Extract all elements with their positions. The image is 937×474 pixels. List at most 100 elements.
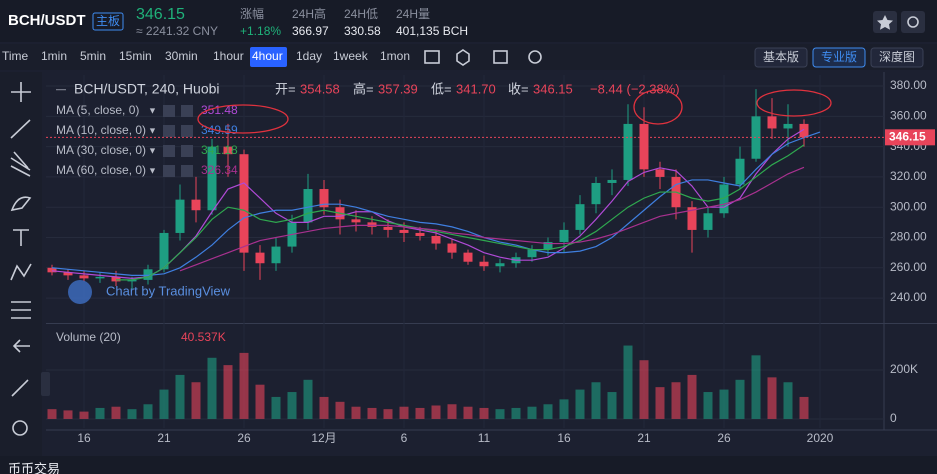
ma-line (116, 144, 805, 281)
interval-button[interactable]: 1mon (380, 49, 410, 63)
volume-bar (367, 407, 377, 419)
candle-body (639, 123, 649, 170)
volume-bar (543, 404, 553, 419)
interval-button[interactable]: 1week (333, 49, 369, 63)
ma-value: 349.59 (201, 123, 238, 137)
ma-settings[interactable] (163, 125, 175, 137)
interval-button[interactable]: 1hour (213, 49, 244, 63)
x-tick-label: 16 (557, 431, 571, 445)
footer-title: 币币交易 (8, 461, 60, 474)
brush-tool[interactable] (10, 196, 32, 212)
interval-button[interactable]: 1day (296, 49, 322, 63)
volume-bar (783, 382, 793, 419)
x-tick-label: 6 (401, 431, 408, 445)
settings-button[interactable] (901, 11, 925, 33)
volume-bar (143, 404, 153, 419)
interval-button[interactable]: 4hour (252, 49, 283, 63)
version-label: 基本版 (763, 50, 799, 64)
ma-legend: MA (10, close, 0) (56, 123, 146, 137)
ma-remove[interactable] (181, 125, 193, 137)
trend-line-tool[interactable] (10, 119, 31, 139)
volume-bar (511, 407, 521, 419)
ma-remove[interactable] (181, 165, 193, 177)
volume-bar (255, 384, 265, 419)
settings-hex-icon[interactable] (456, 49, 470, 66)
pattern-tool[interactable] (10, 263, 32, 281)
candle-body (399, 229, 409, 233)
candle-body (623, 123, 633, 180)
candle-body (127, 279, 137, 282)
volume-bar (207, 357, 217, 419)
volume-bar (271, 396, 281, 419)
interval-button[interactable]: 15min (119, 49, 152, 63)
ma-remove[interactable] (181, 145, 193, 157)
ma-settings[interactable] (163, 145, 175, 157)
ma-settings[interactable] (163, 165, 175, 177)
fullscreen-icon[interactable] (493, 50, 508, 64)
ohlc-value: 341.70 (456, 81, 496, 96)
ma-settings[interactable] (163, 105, 175, 117)
candle-body (735, 158, 745, 185)
volume-bar (127, 409, 137, 419)
interval-button[interactable]: Time (2, 49, 29, 63)
volume-bar (559, 399, 569, 419)
tool-icons (10, 82, 50, 436)
candle-body (159, 232, 169, 270)
volume-bar (47, 409, 57, 419)
stat-value: 366.97 (292, 24, 329, 38)
x-tick-label: 21 (157, 431, 171, 445)
volume-legend: Volume (20) (56, 330, 121, 344)
ohlc-label: 高= (353, 81, 374, 96)
version-button[interactable] (870, 47, 924, 68)
highlight-ellipse (633, 89, 683, 125)
interval-button[interactable]: 30min (165, 49, 198, 63)
ma-legend: MA (60, close, 0) (56, 163, 146, 177)
volume-bar (479, 407, 489, 419)
collapse-handle[interactable] (41, 372, 50, 396)
volume-bar (159, 389, 169, 419)
measure-tool[interactable] (11, 379, 29, 397)
candle-body (319, 189, 329, 208)
snapshot-icon[interactable] (528, 50, 542, 64)
candle-body (223, 146, 233, 155)
version-button[interactable] (754, 47, 808, 68)
volume-bar (79, 411, 89, 419)
volume-bar (431, 405, 441, 419)
y-tick-label: 320.00 (890, 169, 927, 183)
version-button[interactable] (812, 47, 866, 68)
crosshair-tool[interactable] (11, 82, 31, 102)
volume-bar (671, 382, 681, 419)
text-tool[interactable] (13, 229, 29, 246)
watermark-logo (68, 280, 92, 304)
candle-body (783, 123, 793, 129)
interval-button[interactable]: 5min (80, 49, 106, 63)
volume-bar (527, 406, 537, 419)
back-tool[interactable] (12, 339, 30, 353)
candle-body (63, 272, 73, 276)
highlight-ellipse (197, 104, 289, 134)
ma-legend: MA (30, close, 0) (56, 143, 146, 157)
price: 346.15 (136, 6, 185, 23)
interval-button[interactable]: 1min (41, 49, 67, 63)
candle-body (527, 249, 537, 258)
interval-active (250, 47, 287, 67)
volume-bar (447, 404, 457, 419)
chart-title: BCH/USDT, 240, Huobi (74, 81, 220, 97)
ma-remove[interactable] (181, 105, 193, 117)
candle-body (447, 243, 457, 253)
prediction-tool[interactable] (11, 301, 31, 319)
header-bar (0, 0, 937, 42)
ma-toggle: ▼ (148, 165, 157, 175)
fib-tool[interactable] (10, 151, 31, 177)
y-tick-label: 200K (890, 362, 918, 376)
indicator-icon[interactable] (424, 50, 440, 64)
ma-legend: MA (5, close, 0) (56, 103, 139, 117)
footer-bar (0, 456, 937, 474)
candle-body (383, 226, 393, 230)
candle-body (559, 229, 569, 243)
highlight-ellipse (756, 89, 832, 117)
zoom-tool[interactable] (12, 420, 28, 436)
stat-label: 24H高 (292, 6, 326, 21)
